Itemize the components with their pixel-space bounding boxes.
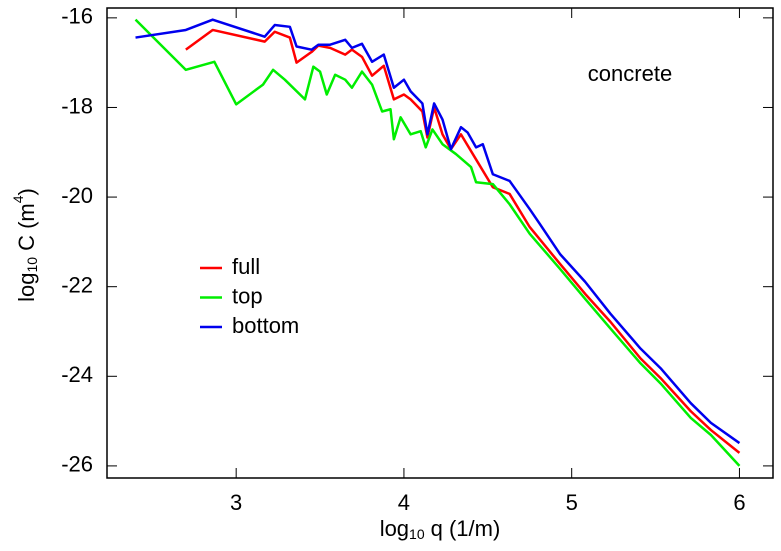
y-tick-label: -18: [61, 93, 93, 118]
y-label-base: log: [14, 273, 39, 302]
plot-frame: [106, 7, 774, 479]
legend-label: bottom: [232, 313, 299, 338]
y-axis-label: log10 C (m4): [10, 188, 40, 302]
x-tick-label: 6: [733, 490, 745, 515]
y-tick-label: -24: [61, 362, 93, 387]
x-tick-label: 3: [230, 490, 242, 515]
annotation: concrete: [588, 61, 672, 86]
y-label-end: ): [14, 188, 39, 195]
legend-label: top: [232, 283, 263, 308]
y-tick-label: -26: [61, 452, 93, 477]
data-line: [134, 18, 741, 467]
x-label-rest: q (1/m): [431, 516, 501, 541]
x-tick-label: 5: [566, 490, 578, 515]
data-line: [135, 18, 741, 445]
y-label-sup: 4: [10, 195, 26, 203]
data-line: [185, 28, 741, 454]
x-tick-label: 4: [398, 490, 410, 515]
y-label-rest: C (m: [14, 203, 39, 251]
y-tick-label: -20: [61, 183, 93, 208]
y-tick-label: -22: [61, 272, 93, 297]
y-label-sub: 10: [24, 257, 40, 273]
x-label-sub: 10: [409, 526, 425, 542]
x-axis-label: log10 q (1/m): [380, 516, 501, 542]
x-label-base: log: [380, 516, 409, 541]
legend-label: full: [232, 254, 260, 279]
y-tick-label: -16: [61, 4, 93, 29]
